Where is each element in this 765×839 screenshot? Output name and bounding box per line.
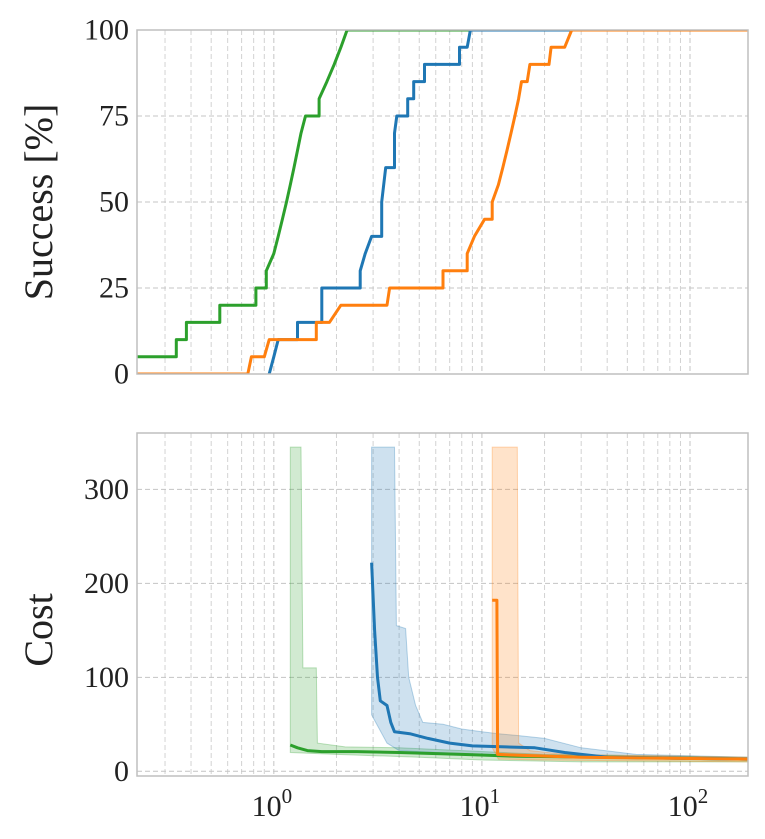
series-line-1 [267, 30, 748, 374]
y-tick-label: 0 [114, 755, 129, 788]
y-tick-label: 100 [84, 14, 129, 47]
y-axis-label: Success [%] [16, 104, 61, 301]
success-chart: 0 25 50 75 100 Success [%] [16, 14, 749, 391]
y-axis-label: Cost [16, 593, 61, 666]
plot-area [289, 446, 748, 763]
series-line-2 [137, 30, 748, 374]
grid [137, 29, 748, 375]
cost-chart: 0 100 200 300 Cost 100 101 102 [16, 432, 749, 823]
plot-area [137, 30, 748, 374]
y-tick-label: 50 [99, 186, 129, 219]
axes-frame [136, 432, 749, 777]
x-tick-label: 101 [460, 784, 501, 823]
x-tick-label: 100 [252, 784, 293, 823]
y-tick-label: 100 [84, 661, 129, 694]
y-tick-label: 200 [84, 567, 129, 600]
series-band-2 [491, 446, 748, 763]
series-line-2 [492, 598, 748, 761]
x-tick-label: 102 [668, 784, 709, 823]
series-band-1 [371, 446, 748, 761]
series-line-1 [370, 562, 748, 761]
series-line-0 [137, 30, 748, 359]
y-tick-label: 25 [99, 272, 129, 305]
y-tick-label: 300 [84, 473, 129, 506]
y-tick-label: 0 [114, 358, 129, 391]
grid [137, 433, 748, 776]
y-tick-label: 75 [99, 100, 129, 133]
axes-frame [136, 29, 749, 375]
series-band-0 [289, 446, 748, 763]
